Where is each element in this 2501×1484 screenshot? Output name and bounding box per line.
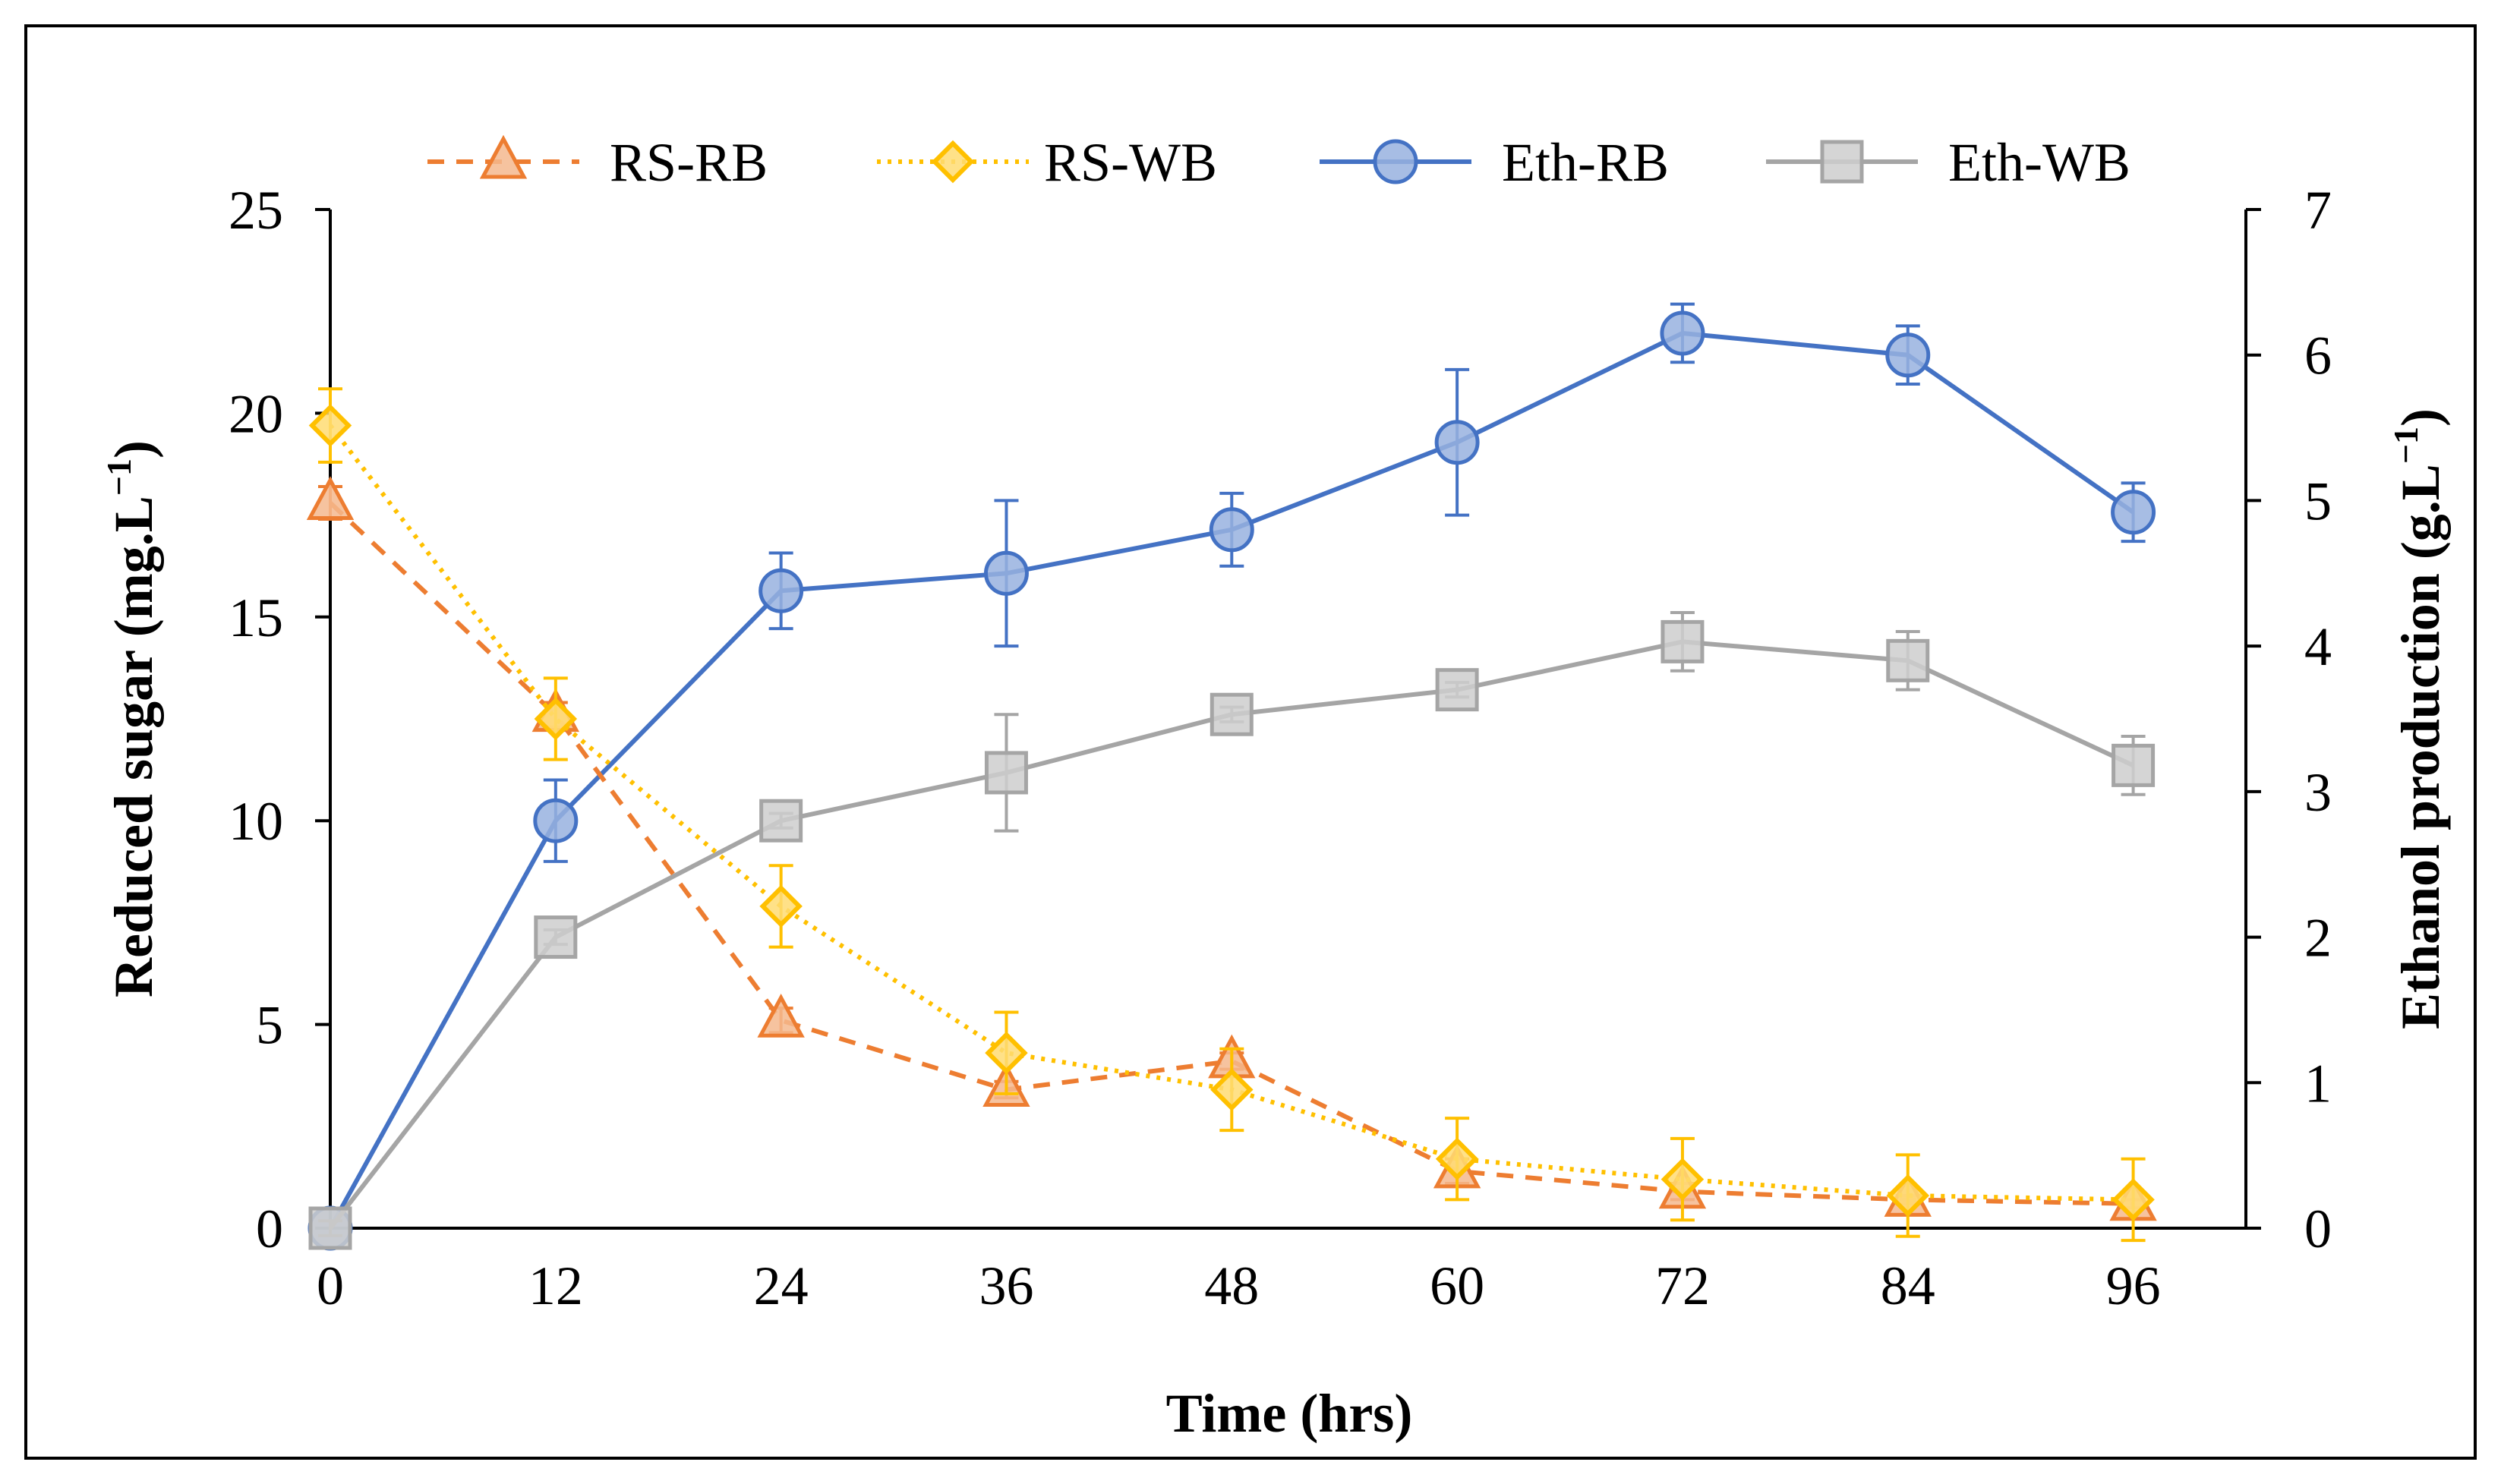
data-point [984, 751, 1028, 795]
data-point [1885, 332, 1931, 378]
data-point [759, 884, 803, 928]
data-point [1435, 1137, 1479, 1180]
data-point [1660, 619, 1705, 663]
y-left-title-exp: −1 [99, 458, 138, 496]
legend-marker [1820, 140, 1864, 184]
x-axis-title: Time (hrs) [1166, 1383, 1413, 1444]
data-point [1435, 668, 1479, 712]
y-left-tick-label: 20 [229, 383, 283, 444]
y-right-tick-label: 6 [2304, 326, 2332, 386]
x-tick-label: 0 [317, 1256, 344, 1316]
legend-item-Eth-WB: Eth-WB [1766, 132, 2130, 193]
y-right-tick-label: 0 [2304, 1199, 2332, 1259]
x-tick-label: 72 [1655, 1256, 1710, 1316]
data-point [534, 915, 578, 959]
y-right-tick-label: 1 [2304, 1053, 2332, 1114]
data-point [2111, 490, 2156, 535]
data-point [1209, 507, 1254, 553]
y-right-title-exp: −1 [2386, 427, 2425, 464]
y-axis-right-title: Ethanol production (g.L−1) [2386, 408, 2451, 1029]
data-point [534, 697, 578, 741]
x-tick-label: 36 [979, 1256, 1033, 1316]
y-right-tick-label: 7 [2304, 180, 2332, 241]
data-point [2112, 743, 2156, 787]
legend-label: Eth-WB [1948, 132, 2130, 193]
legend-label: Eth-RB [1502, 132, 1669, 193]
y-right-title-close: ) [2390, 408, 2451, 427]
y-left-tick-label: 10 [229, 791, 283, 852]
legend-item-RS-RB: RS-RB [427, 132, 768, 193]
x-tick-label: 96 [2106, 1256, 2161, 1316]
y-right-tick-label: 4 [2304, 616, 2332, 677]
y-left-tick-label: 0 [256, 1199, 283, 1259]
x-tick-label: 60 [1430, 1256, 1484, 1316]
series-RS-WB [308, 387, 2155, 1243]
chart-border [24, 24, 2477, 1460]
data-point [1660, 1158, 1705, 1201]
y-right-tick-label: 2 [2304, 908, 2332, 969]
y-left-tick-label: 25 [229, 180, 283, 241]
data-point [308, 1206, 352, 1250]
data-point [1660, 310, 1705, 356]
y-left-title-main: Reduced sugar (mg.L [103, 496, 164, 997]
x-tick-label: 12 [528, 1256, 583, 1316]
y-left-tick-label: 15 [229, 588, 283, 648]
data-point [1434, 420, 1480, 465]
legend-marker [1373, 139, 1418, 184]
y-left-tick-label: 5 [256, 995, 283, 1056]
data-point [757, 993, 805, 1038]
y-right-tick-label: 5 [2304, 471, 2332, 531]
y-right-tick-label: 3 [2304, 762, 2332, 823]
data-point [533, 798, 579, 843]
legend-label: RS-WB [1044, 132, 1217, 193]
data-point [308, 404, 352, 447]
data-point [985, 1031, 1028, 1075]
legend: RS-RB RS-WB Eth-RB Eth-WB [427, 132, 2130, 193]
data-point [759, 799, 803, 843]
legend-item-RS-WB: RS-WB [877, 132, 1217, 193]
legend-label: RS-RB [610, 132, 768, 193]
series-line [328, 501, 2134, 1206]
legend-item-Eth-RB: Eth-RB [1320, 132, 1669, 193]
data-point [1210, 692, 1254, 736]
series-Eth-WB [308, 611, 2156, 1250]
data-point [983, 550, 1029, 596]
data-point [1210, 1068, 1254, 1111]
y-left-title-close: ) [103, 440, 164, 458]
x-tick-label: 48 [1204, 1256, 1259, 1316]
x-tick-label: 84 [1881, 1256, 1935, 1316]
x-tick-label: 24 [754, 1256, 809, 1316]
data-point [2112, 1178, 2155, 1221]
y-right-title-main: Ethanol production (g.L [2390, 464, 2451, 1029]
legend-marker [931, 140, 975, 184]
data-point [758, 568, 804, 613]
y-axis-left-title: Reduced sugar (mg.L−1) [99, 440, 164, 997]
data-point [306, 476, 355, 520]
data-point [1886, 1174, 1930, 1218]
legend-marker [479, 134, 528, 179]
series-layer [306, 302, 2157, 1251]
data-point [1886, 638, 1930, 682]
